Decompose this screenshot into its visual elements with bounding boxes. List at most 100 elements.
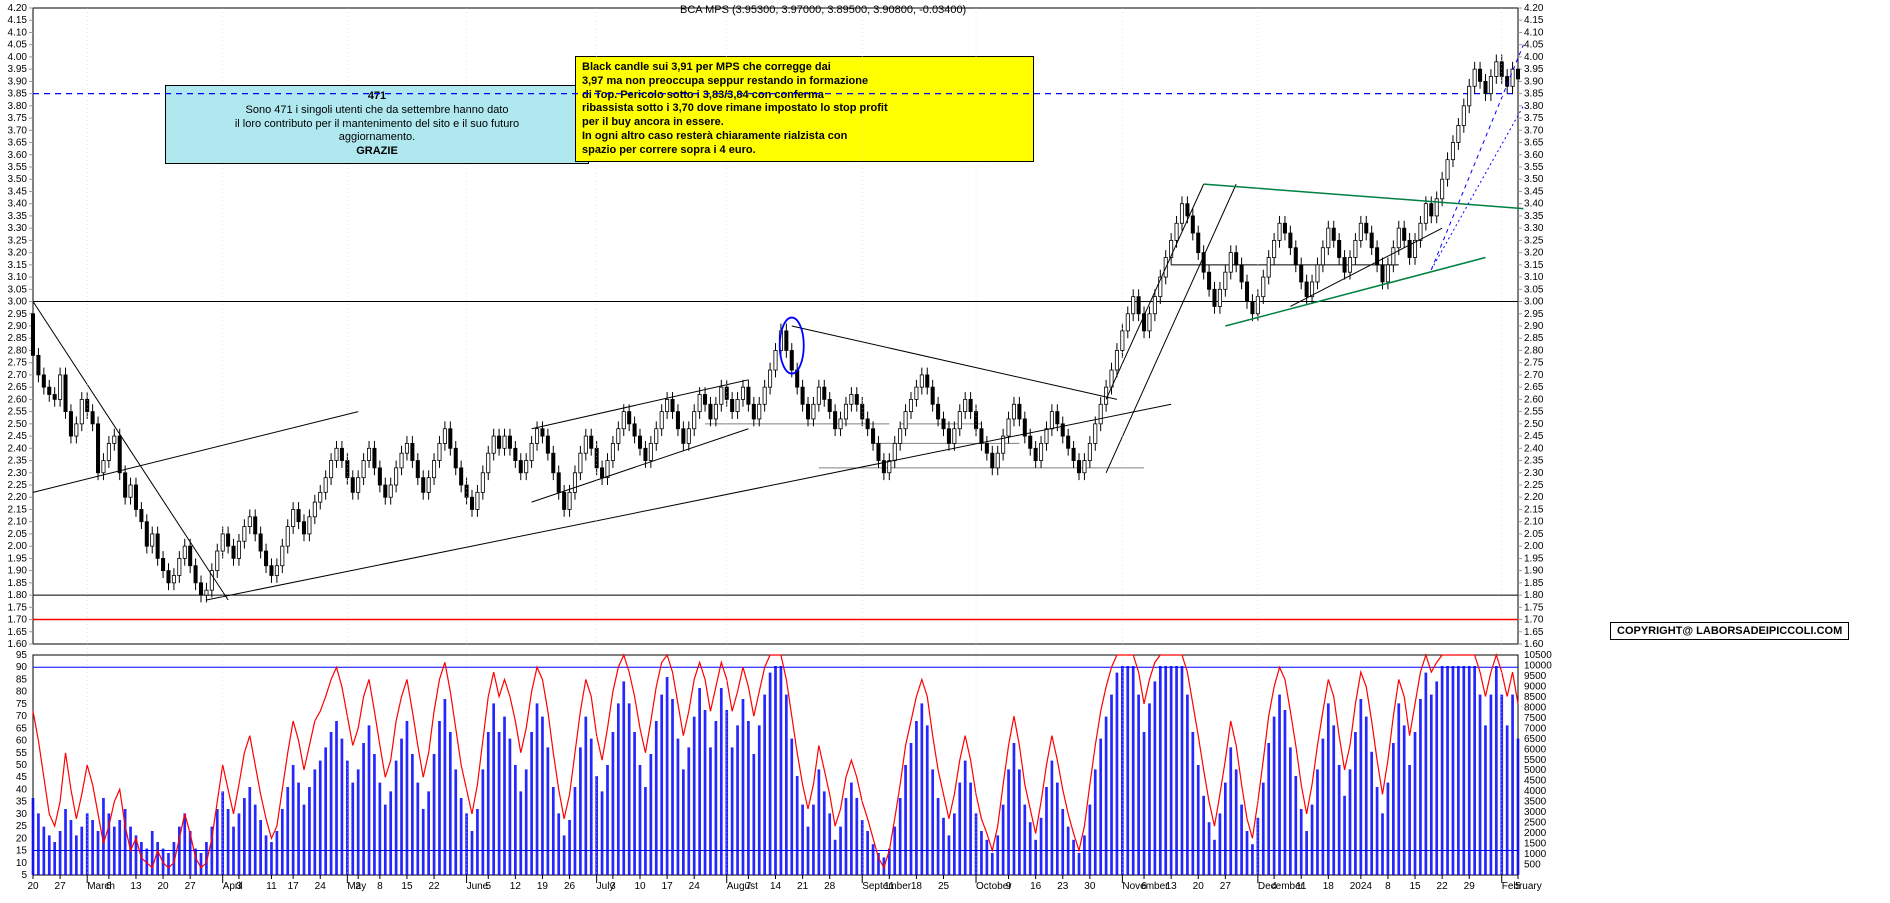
- svg-text:8: 8: [377, 881, 383, 892]
- svg-text:30: 30: [1084, 881, 1096, 892]
- svg-text:3.60: 3.60: [8, 150, 28, 161]
- svg-text:3.20: 3.20: [8, 248, 28, 259]
- svg-text:9000: 9000: [1524, 681, 1547, 692]
- svg-text:4.20: 4.20: [1524, 3, 1544, 14]
- svg-text:3.75: 3.75: [8, 113, 28, 124]
- svg-text:February: February: [1502, 881, 1542, 892]
- svg-text:2.75: 2.75: [1524, 358, 1544, 369]
- svg-text:28: 28: [824, 881, 836, 892]
- svg-text:4.10: 4.10: [8, 27, 28, 38]
- svg-text:20: 20: [27, 881, 39, 892]
- svg-text:2.45: 2.45: [8, 431, 28, 442]
- svg-text:3.60: 3.60: [1524, 150, 1544, 161]
- svg-text:3.10: 3.10: [8, 272, 28, 283]
- chart-svg: 1.601.601.651.651.701.701.751.751.801.80…: [0, 0, 1890, 903]
- svg-text:3.85: 3.85: [8, 89, 28, 100]
- svg-text:3.35: 3.35: [8, 211, 28, 222]
- svg-text:2: 2: [355, 881, 361, 892]
- svg-text:3.30: 3.30: [8, 223, 28, 234]
- svg-text:17: 17: [662, 881, 674, 892]
- svg-text:3.95: 3.95: [1524, 64, 1544, 75]
- svg-text:3.15: 3.15: [1524, 260, 1544, 271]
- svg-text:4.15: 4.15: [8, 15, 28, 26]
- svg-text:8500: 8500: [1524, 692, 1547, 703]
- svg-text:2.90: 2.90: [1524, 321, 1544, 332]
- svg-text:2.15: 2.15: [8, 504, 28, 515]
- svg-text:10500: 10500: [1524, 650, 1552, 661]
- svg-text:3.05: 3.05: [1524, 284, 1544, 295]
- svg-text:3.50: 3.50: [1524, 174, 1544, 185]
- svg-text:1.70: 1.70: [8, 615, 28, 626]
- svg-text:3500: 3500: [1524, 797, 1547, 808]
- svg-text:3000: 3000: [1524, 807, 1547, 818]
- svg-text:2.60: 2.60: [8, 394, 28, 405]
- svg-text:15: 15: [1409, 881, 1421, 892]
- svg-text:2.05: 2.05: [1524, 529, 1544, 540]
- svg-text:3.80: 3.80: [8, 101, 28, 112]
- svg-text:24: 24: [315, 881, 327, 892]
- svg-text:4: 4: [1271, 881, 1277, 892]
- svg-text:1.95: 1.95: [8, 553, 28, 564]
- svg-text:2.55: 2.55: [8, 407, 28, 418]
- svg-text:2.65: 2.65: [8, 382, 28, 393]
- svg-text:3.45: 3.45: [1524, 186, 1544, 197]
- svg-text:3.00: 3.00: [8, 297, 28, 308]
- svg-text:6: 6: [1141, 881, 1147, 892]
- svg-text:65: 65: [16, 723, 28, 734]
- svg-text:2.70: 2.70: [1524, 370, 1544, 381]
- svg-text:15: 15: [401, 881, 413, 892]
- svg-text:2.10: 2.10: [1524, 517, 1544, 528]
- svg-text:1000: 1000: [1524, 849, 1547, 860]
- svg-text:1500: 1500: [1524, 839, 1547, 850]
- svg-text:2.80: 2.80: [8, 345, 28, 356]
- svg-text:20: 20: [158, 881, 170, 892]
- svg-text:3.25: 3.25: [8, 235, 28, 246]
- svg-text:1.65: 1.65: [8, 627, 28, 638]
- svg-text:20: 20: [1193, 881, 1205, 892]
- svg-text:2.50: 2.50: [8, 419, 28, 430]
- svg-text:1.60: 1.60: [8, 639, 28, 650]
- svg-text:1.70: 1.70: [1524, 615, 1544, 626]
- svg-text:1.65: 1.65: [1524, 627, 1544, 638]
- svg-text:35: 35: [16, 797, 28, 808]
- svg-text:2.25: 2.25: [1524, 480, 1544, 491]
- svg-text:5: 5: [21, 870, 27, 881]
- svg-text:2.60: 2.60: [1524, 394, 1544, 405]
- svg-text:3.70: 3.70: [1524, 125, 1544, 136]
- svg-text:1.60: 1.60: [1524, 639, 1544, 650]
- svg-text:August: August: [727, 881, 758, 892]
- svg-text:10: 10: [634, 881, 646, 892]
- svg-text:95: 95: [16, 650, 28, 661]
- svg-text:2.15: 2.15: [1524, 504, 1544, 515]
- svg-text:80: 80: [16, 687, 28, 698]
- svg-text:3.95: 3.95: [8, 64, 28, 75]
- svg-text:13: 13: [130, 881, 142, 892]
- svg-text:3.30: 3.30: [1524, 223, 1544, 234]
- svg-text:21: 21: [797, 881, 809, 892]
- svg-text:3.55: 3.55: [1524, 162, 1544, 173]
- svg-text:5: 5: [1515, 881, 1521, 892]
- svg-text:3: 3: [236, 881, 242, 892]
- svg-text:3.05: 3.05: [8, 284, 28, 295]
- svg-text:2.90: 2.90: [8, 321, 28, 332]
- svg-text:2.55: 2.55: [1524, 407, 1544, 418]
- svg-text:5500: 5500: [1524, 755, 1547, 766]
- svg-text:4.15: 4.15: [1524, 15, 1544, 26]
- svg-text:2.30: 2.30: [8, 468, 28, 479]
- svg-text:4.05: 4.05: [8, 40, 28, 51]
- svg-text:6: 6: [106, 881, 112, 892]
- svg-text:10: 10: [16, 858, 28, 869]
- svg-text:26: 26: [564, 881, 576, 892]
- svg-text:500: 500: [1524, 860, 1541, 871]
- svg-text:18: 18: [1323, 881, 1335, 892]
- svg-text:11: 11: [266, 881, 277, 892]
- svg-text:12: 12: [510, 881, 522, 892]
- svg-text:3.45: 3.45: [8, 186, 28, 197]
- svg-text:2024: 2024: [1350, 881, 1373, 892]
- svg-text:4.00: 4.00: [1524, 52, 1544, 63]
- svg-text:3.90: 3.90: [1524, 76, 1544, 87]
- svg-text:3.70: 3.70: [8, 125, 28, 136]
- svg-text:2.80: 2.80: [1524, 345, 1544, 356]
- svg-text:3.20: 3.20: [1524, 248, 1544, 259]
- svg-text:2.40: 2.40: [1524, 443, 1544, 454]
